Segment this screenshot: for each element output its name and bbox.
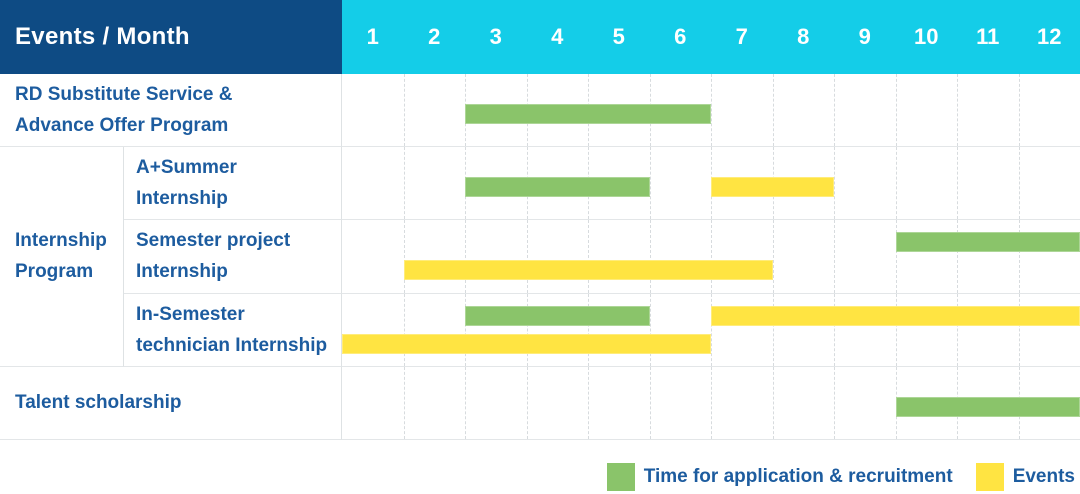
month-gridline (772, 366, 774, 439)
month-gridline (649, 293, 651, 366)
page-title: Events / Month (15, 23, 190, 50)
chart-row (342, 147, 1080, 221)
row-label-line: Internship (136, 261, 228, 283)
bar-application (465, 104, 711, 124)
month-header-cell: 1 (366, 24, 379, 49)
month-gridline (957, 74, 958, 147)
month-header-cell: 7 (735, 24, 748, 49)
month-gridline (588, 293, 589, 366)
month-gridline (957, 293, 958, 366)
month-gridline (895, 220, 897, 293)
month-header-cell: 12 (1037, 24, 1062, 49)
bar-application (465, 177, 650, 198)
month-header-cell: 2 (428, 24, 441, 49)
month-gridline (895, 293, 897, 366)
month-gridline (772, 220, 774, 293)
month-gridline (834, 366, 835, 439)
row-label-cell: In-Semester technician Internship (124, 293, 342, 367)
month-gridline (711, 293, 712, 366)
month-gridline (957, 147, 958, 220)
legend: Time for application & recruitment Event… (0, 461, 1075, 493)
row-label-cell: Talent scholarship (0, 366, 342, 440)
month-header-cell: 11 (976, 24, 1000, 49)
month-gridline (895, 74, 897, 147)
month-header-cell: 6 (674, 24, 687, 49)
month-header-cell: 3 (489, 24, 502, 49)
row-label-line: Internship (136, 188, 228, 210)
month-gridline (403, 147, 405, 220)
month-gridline (834, 147, 835, 220)
month-gridline (403, 366, 405, 439)
month-gridline (526, 293, 528, 366)
month-header-cell: 9 (858, 24, 871, 49)
bar-events (711, 177, 834, 198)
bar-events (342, 333, 711, 354)
month-gridline (465, 220, 466, 293)
month-gridline (526, 220, 528, 293)
bar-application (895, 396, 1080, 417)
row-label-cell: Semester project Internship (124, 220, 342, 294)
month-gridline (403, 293, 405, 366)
bar-events (403, 260, 773, 281)
row-label-line: In-Semester (136, 303, 245, 325)
month-gridline (711, 366, 712, 439)
row-label-line: Advance Offer Program (15, 115, 229, 137)
month-gridline (649, 366, 651, 439)
month-header-cell: 4 (551, 24, 564, 49)
bar-events (711, 305, 1080, 326)
month-gridline (465, 293, 466, 366)
month-gridline (711, 74, 712, 147)
bar-application (465, 305, 650, 326)
row-label-line: RD Substitute Service & (15, 84, 233, 106)
month-gridline (1018, 147, 1020, 220)
row-label-cell: A+Summer Internship (124, 147, 342, 221)
month-gridline (834, 293, 835, 366)
table-header-cell: Events / Month (0, 0, 342, 74)
chart-row (342, 366, 1080, 440)
chart-row (342, 293, 1080, 367)
month-gridline (649, 147, 651, 220)
month-gridline (895, 147, 897, 220)
month-gridline (834, 74, 835, 147)
month-gridline (649, 220, 651, 293)
month-header-cell: 10 (914, 24, 939, 49)
legend-swatch-events (975, 463, 1004, 491)
month-gridline (588, 366, 589, 439)
legend-swatch-application (606, 463, 635, 491)
row-label-line: Semester project (136, 230, 291, 252)
month-gridline (711, 220, 712, 293)
month-gridline (526, 366, 528, 439)
month-gridline (1018, 74, 1020, 147)
group-label-line: Program (15, 261, 94, 283)
legend-label-application: Time for application & recruitment (643, 466, 953, 487)
month-gridline (772, 74, 774, 147)
month-header-row: 1 2 3 4 5 6 7 8 9 10 11 12 (342, 0, 1080, 74)
month-gridline (403, 74, 405, 147)
month-gridline (772, 293, 774, 366)
month-gridline (465, 366, 466, 439)
chart-row (342, 74, 1080, 148)
month-gridline (957, 220, 958, 293)
month-gridline (403, 220, 405, 293)
legend-label-events: Events (1012, 466, 1075, 487)
month-header-cell: 5 (612, 24, 625, 49)
bar-application (895, 232, 1080, 253)
row-label-cell: RD Substitute Service & Advance Offer Pro… (0, 74, 342, 148)
chart-row (342, 220, 1080, 294)
month-gridline (1018, 293, 1020, 366)
month-gridline (834, 220, 835, 293)
row-label-line: A+Summer (136, 157, 237, 179)
row-label-line: technician Internship (136, 334, 328, 356)
month-gridline (1018, 220, 1020, 293)
month-header-cell: 8 (797, 24, 810, 49)
month-gridline (588, 220, 589, 293)
group-label-line: Internship (15, 230, 107, 252)
group-label-cell: Internship Program (0, 147, 124, 367)
row-label-line: Talent scholarship (15, 392, 182, 414)
